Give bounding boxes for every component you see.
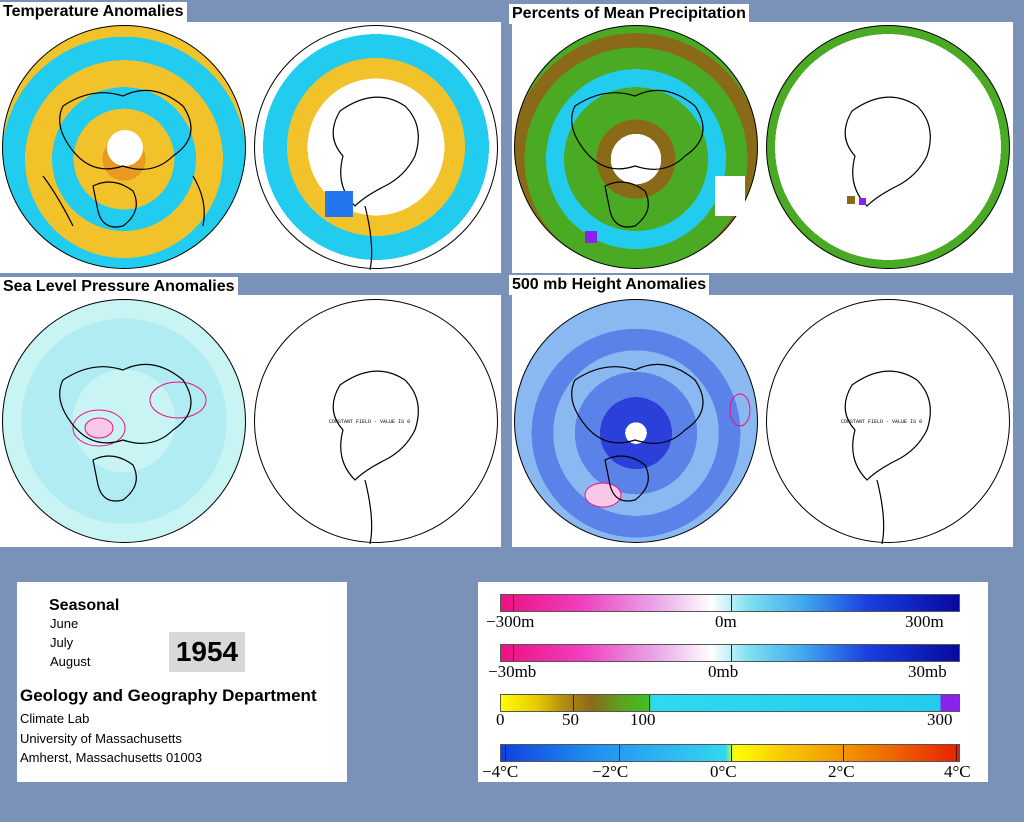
month-label: July [50,635,74,650]
address-label: Amherst, Massachusetts 01003 [20,750,203,765]
info-box: Seasonal June July August 1954 Geology a… [17,582,347,782]
height-globe-south: CONSTANT FIELD - VALUE IS 0 [766,299,1010,544]
colorbar-tick [947,595,948,611]
colorbar-label: 0m [715,612,737,631]
colorbar-label: −30mb [488,662,537,681]
coastline-map [571,89,745,243]
colorbar-tick [649,695,650,711]
colorbar-tick [513,645,514,661]
height-colorbar [500,594,960,612]
colorbar-tick [573,695,574,711]
colorbar-label: 2°C [828,762,855,781]
colorbar-label: 30mb [908,662,947,681]
lab-label: Climate Lab [20,711,90,726]
panel-title: 500 mb Height Anomalies [509,275,710,295]
coastline-map [332,370,419,544]
coastline-map [59,363,207,502]
colorbar-tick [843,745,844,761]
colorbar-label: −4°C [482,762,519,781]
year-label: 1954 [169,632,245,672]
panel-title: Temperature Anomalies [0,2,187,22]
constant-field-note: CONSTANT FIELD - VALUE IS 0 [841,419,923,425]
coastline-map [325,96,419,270]
colorbar-label: −300m [486,612,535,631]
panel-title: Sea Level Pressure Anomalies [0,277,238,297]
pressure-colorbar [500,644,960,662]
height-panel: CONSTANT FIELD - VALUE IS 0 [512,295,1013,547]
colorbar-label: 0mb [708,662,739,681]
colorbar-tick [731,595,732,611]
constant-field-note: CONSTANT FIELD - VALUE IS 0 [329,419,411,425]
colorbar-label: 0 [496,710,505,729]
coastline-map [42,89,205,228]
colorbar-label: 50 [562,710,579,729]
temperature-panel [0,22,501,273]
legend-box: −300m 0m 300m −30mb 0mb 30mb 0 50 100 30… [478,582,988,782]
slp-globe-south: CONSTANT FIELD - VALUE IS 0 [254,299,498,544]
precipitation-panel [512,22,1013,273]
coastline-map [844,370,931,544]
coastline-map [844,96,931,207]
slp-panel: CONSTANT FIELD - VALUE IS 0 [0,295,501,547]
colorbar-tick [513,595,514,611]
department-label: Geology and Geography Department [20,686,317,705]
colorbar-tick [619,745,620,761]
precipitation-globe-north [514,25,758,269]
colorbar-label: −2°C [592,762,629,781]
colorbar-label: 300 [927,710,953,729]
slp-globe-north [2,299,246,543]
colorbar-tick [731,745,732,761]
height-globe-north [514,299,758,543]
panel-title: Percents of Mean Precipitation [509,4,749,24]
colorbar-label: 100 [630,710,656,729]
colorbar-tick [505,745,506,761]
month-label: August [50,654,91,669]
colorbar-label: 4°C [944,762,971,781]
temperature-colorbar [500,744,960,762]
season-label: Seasonal [49,597,120,614]
colorbar-tick [947,645,948,661]
month-label: June [50,616,79,631]
university-label: University of Massachusetts [20,731,182,746]
colorbar-label: 300m [905,612,944,631]
temperature-globe-north [2,25,246,269]
colorbar-tick [731,645,732,661]
colorbar-label: 0°C [710,762,737,781]
coastline-map [571,363,751,508]
precipitation-globe-south [766,25,1010,269]
colorbar-tick [956,745,957,761]
precip-colorbar [500,694,960,712]
temperature-globe-south [254,25,498,270]
